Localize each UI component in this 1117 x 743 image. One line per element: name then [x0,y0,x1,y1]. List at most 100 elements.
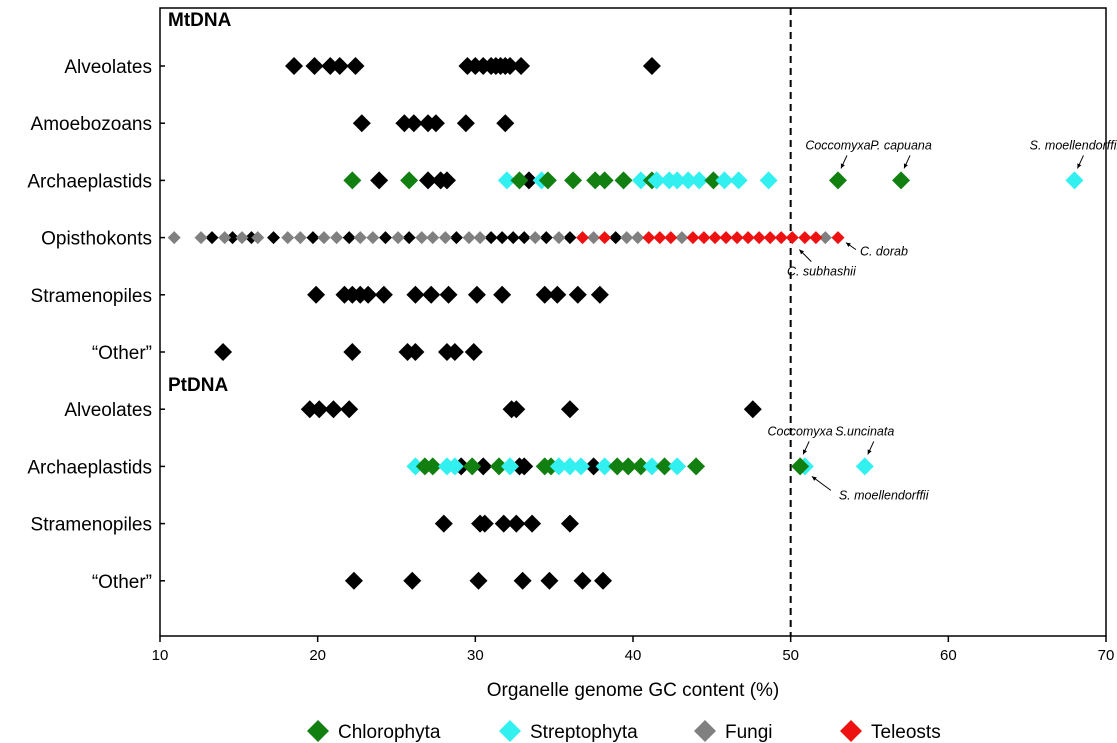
x-tick-label: 60 [940,647,957,664]
point-teleosts [664,231,678,245]
point-fungi [293,231,307,245]
annotation-label: Coccomyxa [767,424,832,438]
annotation-arrowhead [799,249,805,255]
point-teleosts [831,231,845,245]
section-label: MtDNA [168,10,232,31]
point-unclassified [501,57,520,75]
point-unclassified [445,343,464,361]
x-tick-label: 70 [1098,647,1115,664]
point-unclassified [743,400,762,419]
point-teleosts [719,231,733,245]
point-fungi [528,231,542,245]
point-teleosts [697,231,711,245]
point-fungi [281,231,295,245]
point-unclassified [285,57,304,75]
point-unclassified [378,231,392,245]
x-tick-label: 30 [467,647,484,664]
point-fungi [167,231,181,245]
point-unclassified [343,343,362,361]
category-label: Amoebozoans [31,114,152,135]
x-tick-label: 40 [625,647,642,664]
point-unclassified [404,114,423,133]
point-unclassified [513,571,532,590]
point-unclassified [406,343,425,361]
annotation-arrowhead [803,449,807,455]
point-teleosts [774,231,788,245]
legend-marker-streptophyta [499,720,521,742]
labels-layer: Alveolates Amoebozoans Archaeplastids Opist… [27,10,231,593]
point-fungi [235,231,249,245]
point-unclassified [493,285,512,304]
legend: Chlorophyta Streptophyta Fungi Teleosts [307,720,941,743]
legend-label-teleosts: Teleosts [871,722,941,743]
legend-label-streptophyta: Streptophyta [530,722,638,743]
point-unclassified [548,285,567,304]
point-chlorophyta [791,457,810,476]
point-streptophyta [715,171,734,190]
point-streptophyta [647,171,666,190]
point-unclassified [584,457,603,476]
point-unclassified [426,114,445,133]
point-streptophyta [571,457,590,476]
point-chlorophyta [463,457,482,476]
point-fungi [218,231,232,245]
point-teleosts [576,231,590,245]
point-teleosts [653,231,667,245]
point-chlorophyta [704,171,723,190]
point-fungi [391,231,405,245]
point-unclassified [523,514,542,533]
point-chlorophyta [892,171,911,190]
point-fungi [675,231,689,245]
category-label: Archaeplastids [27,457,152,478]
point-unclassified [324,400,343,419]
annotation-label: Coccomyxa [805,138,870,152]
point-fungi [317,231,331,245]
point-streptophyta [668,171,687,190]
point-unclassified [321,57,340,75]
point-fungi [818,231,832,245]
point-chlorophyta [595,171,614,190]
point-unclassified [496,114,515,133]
point-fungi [473,231,487,245]
point-streptophyta [668,457,687,476]
point-unclassified [456,114,475,133]
annotation-label: S. moellendorffii [1030,138,1117,152]
legend-label-fungi: Fungi [725,722,773,743]
point-chlorophyta [489,457,508,476]
point-teleosts [741,231,755,245]
points-layer [167,57,1084,590]
point-unclassified [403,571,422,590]
point-unclassified [402,231,416,245]
point-unclassified [560,514,579,533]
point-unclassified [474,457,493,476]
point-chlorophyta [423,457,442,476]
category-label: Opisthokonts [41,229,152,250]
point-unclassified [214,343,233,361]
annotation-label: S.uncinata [835,424,894,438]
plot-border [159,7,1107,637]
point-streptophyta [445,457,464,476]
x-axis-label: Organelle genome GC content (%) [487,680,780,701]
category-label: Alveolates [64,57,152,78]
point-unclassified [464,343,483,361]
annotation-arrowhead [845,242,851,247]
point-fungi [631,231,645,245]
point-fungi [426,231,440,245]
point-teleosts [598,231,612,245]
point-unclassified [342,231,356,245]
category-label: Alveolates [64,400,152,421]
point-fungi [462,231,476,245]
point-fungi [330,231,344,245]
point-unclassified [517,231,531,245]
point-teleosts [752,231,766,245]
point-fungi [620,231,634,245]
point-fungi [415,231,429,245]
point-streptophyta [1065,171,1084,190]
point-unclassified [419,171,438,190]
point-teleosts [809,231,823,245]
point-unclassified [484,231,498,245]
point-unclassified [330,57,349,75]
point-unclassified [560,400,579,419]
annotation-arrowhead [867,449,872,455]
